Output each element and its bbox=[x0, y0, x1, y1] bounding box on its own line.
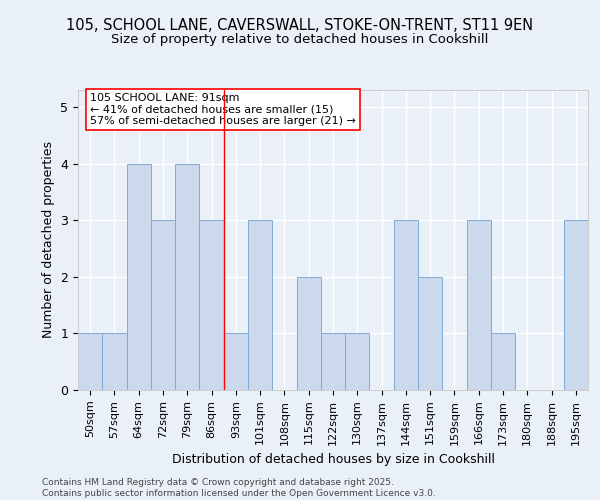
Bar bbox=[175, 164, 199, 390]
Bar bbox=[394, 220, 418, 390]
Bar bbox=[102, 334, 127, 390]
Bar bbox=[418, 277, 442, 390]
Y-axis label: Number of detached properties: Number of detached properties bbox=[42, 142, 55, 338]
X-axis label: Distribution of detached houses by size in Cookshill: Distribution of detached houses by size … bbox=[172, 453, 494, 466]
Bar bbox=[345, 334, 370, 390]
Bar bbox=[127, 164, 151, 390]
Bar bbox=[491, 334, 515, 390]
Bar bbox=[564, 220, 588, 390]
Bar bbox=[248, 220, 272, 390]
Bar bbox=[321, 334, 345, 390]
Bar bbox=[151, 220, 175, 390]
Text: 105, SCHOOL LANE, CAVERSWALL, STOKE-ON-TRENT, ST11 9EN: 105, SCHOOL LANE, CAVERSWALL, STOKE-ON-T… bbox=[67, 18, 533, 32]
Bar bbox=[467, 220, 491, 390]
Text: Size of property relative to detached houses in Cookshill: Size of property relative to detached ho… bbox=[112, 32, 488, 46]
Text: Contains HM Land Registry data © Crown copyright and database right 2025.
Contai: Contains HM Land Registry data © Crown c… bbox=[42, 478, 436, 498]
Bar bbox=[296, 277, 321, 390]
Bar bbox=[224, 334, 248, 390]
Text: 105 SCHOOL LANE: 91sqm
← 41% of detached houses are smaller (15)
57% of semi-det: 105 SCHOOL LANE: 91sqm ← 41% of detached… bbox=[90, 93, 356, 126]
Bar bbox=[199, 220, 224, 390]
Bar bbox=[78, 334, 102, 390]
